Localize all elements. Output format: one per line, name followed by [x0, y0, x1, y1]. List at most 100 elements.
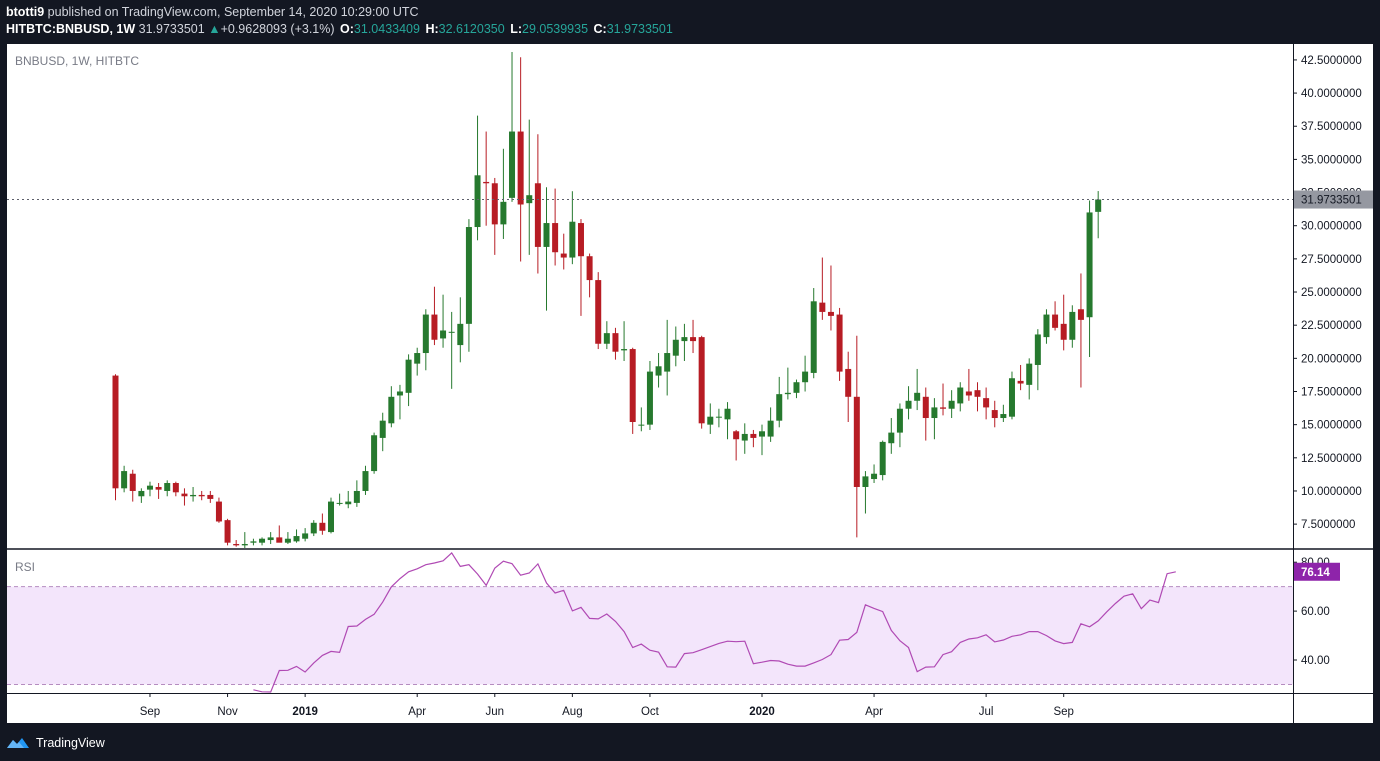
candle[interactable]: [457, 297, 464, 363]
candle[interactable]: [396, 384, 403, 420]
candle[interactable]: [733, 429, 740, 461]
candle[interactable]: [569, 191, 576, 265]
candle[interactable]: [784, 367, 791, 400]
candle[interactable]: [172, 481, 179, 497]
candle[interactable]: [724, 402, 731, 440]
candle[interactable]: [146, 481, 153, 497]
candle[interactable]: [371, 432, 378, 474]
candle[interactable]: [336, 493, 343, 506]
candle[interactable]: [1069, 305, 1076, 348]
candle[interactable]: [879, 440, 886, 481]
candle[interactable]: [526, 119, 533, 255]
candle[interactable]: [164, 480, 171, 497]
candle[interactable]: [621, 321, 628, 361]
candle[interactable]: [181, 488, 188, 506]
candle[interactable]: [1077, 273, 1084, 388]
candle[interactable]: [233, 540, 240, 547]
candle[interactable]: [241, 532, 248, 548]
candle[interactable]: [517, 57, 524, 262]
candle[interactable]: [1034, 329, 1041, 391]
candle[interactable]: [802, 355, 809, 392]
footer-brand[interactable]: TradingView: [36, 736, 105, 750]
candle[interactable]: [259, 537, 266, 546]
candle[interactable]: [914, 368, 921, 411]
candle[interactable]: [302, 528, 309, 542]
candle[interactable]: [250, 538, 257, 546]
candle[interactable]: [638, 407, 645, 432]
candle[interactable]: [362, 465, 369, 495]
candle[interactable]: [836, 307, 843, 381]
candle[interactable]: [681, 323, 688, 361]
candle[interactable]: [353, 480, 360, 507]
candle[interactable]: [698, 335, 705, 429]
candle[interactable]: [603, 321, 610, 350]
candle[interactable]: [552, 188, 559, 266]
candle[interactable]: [741, 423, 748, 454]
candle[interactable]: [931, 398, 938, 440]
candle[interactable]: [474, 115, 481, 241]
candle[interactable]: [750, 429, 757, 448]
candle[interactable]: [819, 257, 826, 320]
tradingview-logo-icon[interactable]: [6, 736, 30, 750]
candle[interactable]: [440, 294, 447, 348]
candle[interactable]: [112, 374, 119, 501]
candle[interactable]: [198, 490, 205, 501]
candle[interactable]: [1052, 301, 1059, 331]
candle[interactable]: [224, 518, 231, 546]
candle[interactable]: [1060, 294, 1067, 351]
candle[interactable]: [646, 360, 653, 430]
candle[interactable]: [405, 354, 412, 407]
candle[interactable]: [871, 464, 878, 484]
candle[interactable]: [500, 148, 507, 239]
candle[interactable]: [431, 286, 438, 346]
candle[interactable]: [1026, 358, 1033, 400]
candle[interactable]: [715, 408, 722, 428]
candle[interactable]: [612, 327, 619, 360]
candle[interactable]: [129, 469, 136, 502]
candle[interactable]: [267, 532, 274, 545]
candle[interactable]: [276, 525, 283, 543]
candle[interactable]: [862, 471, 869, 514]
candle[interactable]: [767, 407, 774, 442]
candle[interactable]: [560, 233, 567, 270]
candle[interactable]: [138, 488, 145, 503]
candle[interactable]: [121, 465, 128, 493]
candle[interactable]: [465, 219, 472, 352]
candle[interactable]: [776, 376, 783, 428]
candle[interactable]: [543, 187, 550, 311]
candle[interactable]: [974, 382, 981, 412]
candle[interactable]: [586, 253, 593, 298]
candle[interactable]: [922, 387, 929, 441]
candle[interactable]: [215, 497, 222, 523]
candle[interactable]: [328, 497, 334, 534]
candle[interactable]: [957, 382, 964, 412]
candle[interactable]: [155, 483, 162, 499]
candle[interactable]: [190, 486, 197, 502]
candle[interactable]: [284, 532, 291, 545]
candle[interactable]: [983, 387, 990, 420]
candle[interactable]: [905, 386, 912, 420]
candle[interactable]: [1043, 309, 1050, 344]
candle[interactable]: [345, 490, 352, 509]
candle[interactable]: [672, 326, 679, 367]
candle[interactable]: [379, 412, 386, 452]
candle[interactable]: [655, 353, 662, 388]
candle[interactable]: [1086, 200, 1093, 358]
candle[interactable]: [810, 288, 817, 379]
candle[interactable]: [509, 51, 516, 202]
candle[interactable]: [1095, 191, 1102, 239]
candle[interactable]: [310, 520, 317, 537]
candle[interactable]: [1000, 404, 1007, 422]
candle[interactable]: [629, 347, 636, 434]
candle[interactable]: [888, 418, 895, 454]
candle[interactable]: [690, 319, 697, 354]
candle[interactable]: [414, 347, 421, 376]
candle[interactable]: [491, 177, 498, 255]
candle[interactable]: [707, 403, 714, 434]
candle[interactable]: [896, 403, 903, 448]
candle[interactable]: [845, 351, 852, 422]
candle[interactable]: [1017, 364, 1024, 391]
candle[interactable]: [948, 390, 955, 419]
candle[interactable]: [940, 383, 947, 416]
candle[interactable]: [207, 490, 214, 503]
